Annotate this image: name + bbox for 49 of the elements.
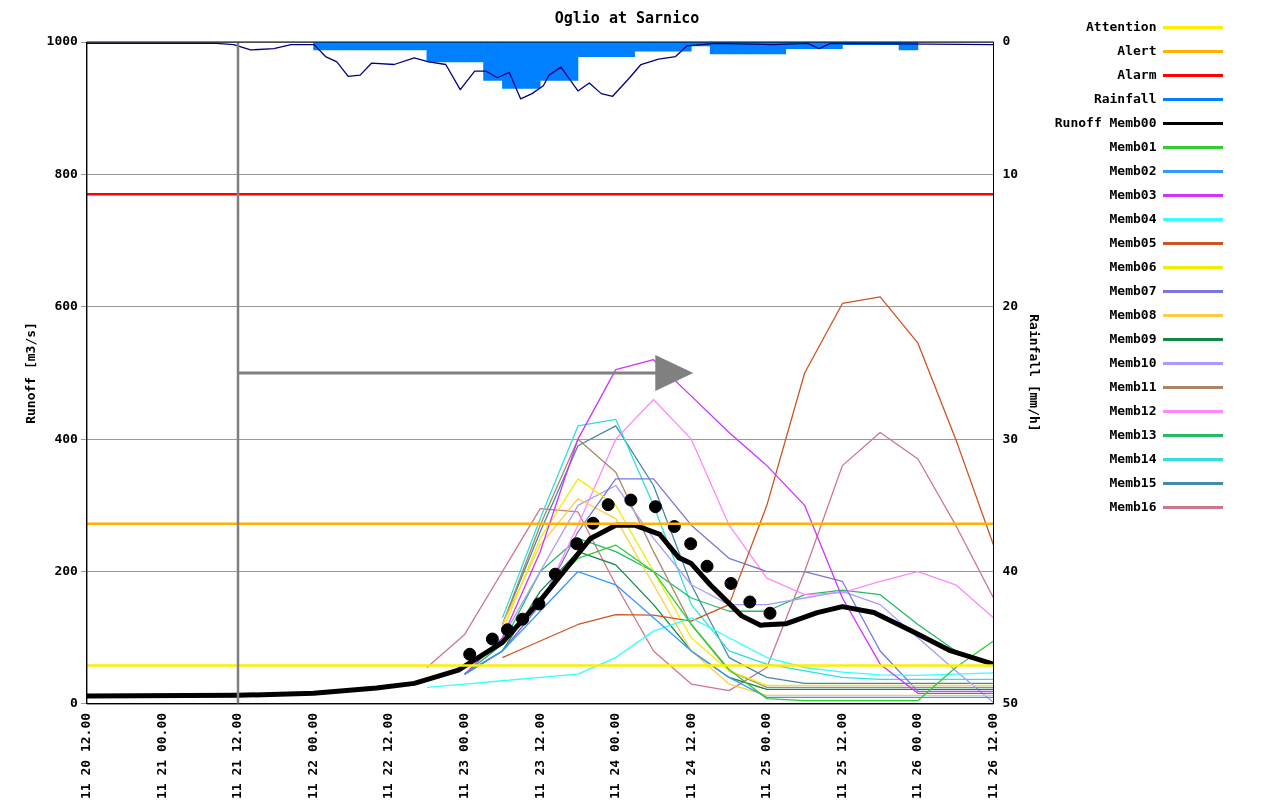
x-tick-label: 11 21 00.00 [153, 712, 169, 799]
y-axis-title: Runoff [m3/s] [23, 322, 39, 424]
legend-label: Memb01 [1109, 138, 1157, 154]
legend-label: Memb16 [1109, 498, 1157, 514]
legend-label: Memb07 [1109, 282, 1157, 298]
legend-label: Alert [1117, 42, 1157, 58]
legend-label: Runoff Memb00 [1054, 114, 1157, 130]
legend-label: Memb04 [1109, 210, 1157, 226]
x-tick-label: 11 20 12.00 [78, 712, 94, 799]
legend-label: Alarm [1117, 66, 1157, 82]
x-tick-label: 11 21 12.00 [229, 712, 245, 799]
x-tick-label: 11 26 12.00 [984, 712, 1000, 799]
y-tick-label: 600 [54, 298, 79, 314]
x-tick-label: 11 23 00.00 [456, 712, 472, 799]
legend-label: Memb02 [1109, 162, 1157, 178]
chart-title: Oglio at Sarnico [554, 8, 700, 27]
legend-label: Rainfall [1093, 90, 1157, 106]
legend-label: Memb08 [1109, 306, 1157, 322]
x-tick-label: 11 23 12.00 [531, 712, 547, 799]
legend-label: Memb06 [1109, 258, 1157, 274]
x-tick-label: 11 26 00.00 [909, 712, 925, 799]
y2-axis-title: Rainfall [mm/h] [1026, 314, 1042, 432]
x-tick-label: 11 25 00.00 [758, 712, 774, 799]
legend-label: Memb10 [1109, 354, 1157, 370]
y-tick-label: 800 [54, 165, 79, 181]
legend-label: Memb09 [1109, 330, 1157, 346]
x-tick-label: 11 24 12.00 [682, 712, 698, 799]
y2-tick-label: 30 [1002, 430, 1019, 446]
x-tick-label: 11 25 12.00 [833, 712, 849, 799]
y-tick-label: 0 [70, 695, 79, 711]
legend-label: Memb14 [1109, 450, 1157, 466]
legend-label: Attention [1086, 18, 1157, 34]
legend-label: Memb12 [1109, 402, 1157, 418]
y-tick-label: 400 [54, 430, 79, 446]
y2-tick-label: 40 [1002, 562, 1019, 578]
y-tick-label: 1000 [46, 33, 79, 49]
x-tick-label: 11 22 00.00 [304, 712, 320, 799]
y-tick-label: 200 [54, 562, 79, 578]
y2-tick-label: 50 [1002, 695, 1019, 711]
x-tick-label: 11 22 12.00 [380, 712, 396, 799]
y2-tick-label: 10 [1002, 165, 1019, 181]
legend-label: Memb11 [1109, 378, 1157, 394]
x-tick-label: 11 24 00.00 [607, 712, 623, 799]
legend-label: Memb15 [1109, 474, 1157, 490]
legend-label: Memb05 [1109, 234, 1157, 250]
y2-tick-label: 0 [1002, 33, 1011, 49]
legend-label: Memb03 [1109, 186, 1157, 202]
legend-label: Memb13 [1109, 426, 1157, 442]
y2-tick-label: 20 [1002, 298, 1019, 314]
